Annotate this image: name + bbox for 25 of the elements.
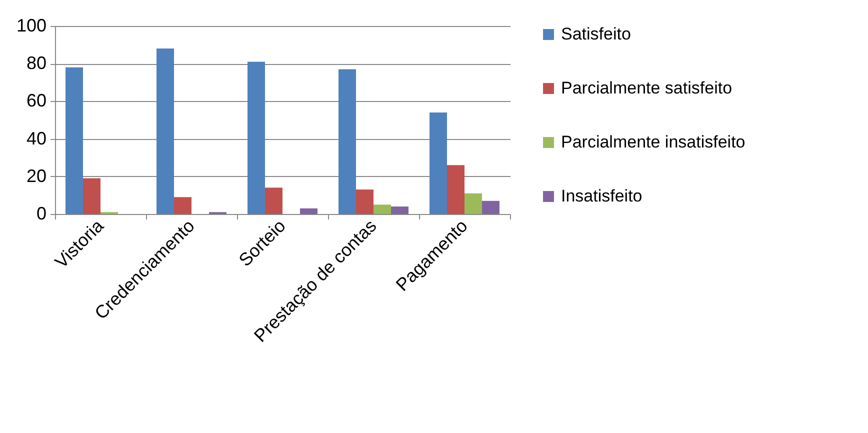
bar — [66, 67, 83, 214]
y-tick-label: 40 — [26, 128, 46, 148]
bar — [83, 178, 100, 214]
bar — [391, 206, 408, 214]
bar — [300, 208, 318, 214]
y-tick-label: 100 — [16, 16, 46, 36]
bar — [356, 190, 374, 214]
bar — [430, 112, 447, 214]
y-tick-label: 0 — [36, 204, 46, 224]
bar — [482, 200, 500, 214]
legend-label: Insatisfeito — [561, 186, 642, 206]
legend-label: Parcialmente insatisfeito — [561, 132, 746, 152]
bar — [447, 165, 464, 214]
y-tick-label: 60 — [26, 90, 46, 111]
legend-label: Parcialmente satisfeito — [561, 78, 732, 98]
bar — [156, 48, 174, 214]
bar — [464, 193, 482, 214]
bar — [338, 69, 356, 214]
legend-label: Satisfeito — [561, 24, 631, 44]
bar — [248, 62, 265, 214]
bar — [265, 188, 282, 214]
y-tick-label: 20 — [26, 166, 46, 186]
bar — [374, 204, 391, 214]
y-tick-label: 80 — [26, 53, 46, 74]
bar — [174, 197, 192, 214]
